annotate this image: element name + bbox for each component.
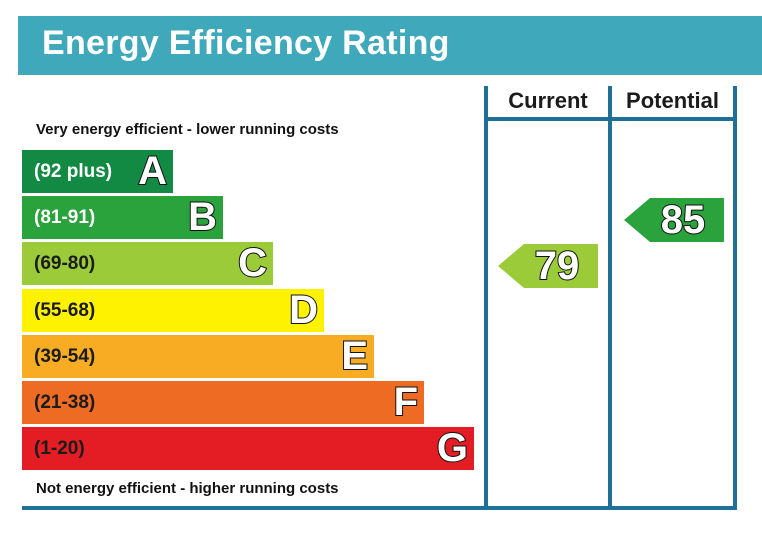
rating-arrow-current: 79 (498, 243, 598, 289)
rating-value: 79 (534, 243, 581, 289)
title-bar: Energy Efficiency Rating (18, 16, 762, 75)
column-header-potential: Potential (626, 88, 719, 113)
band-range-label: (21-38) (34, 392, 96, 413)
band-g: (1-20) G (22, 426, 474, 471)
band-range-label: (81-91) (34, 207, 96, 228)
bottom-rule (22, 506, 737, 510)
divider-middle (608, 86, 612, 510)
caption-top: Very energy efficient - lower running co… (36, 121, 339, 138)
divider-right (733, 86, 737, 510)
band-a: (92 plus) A (22, 149, 173, 194)
band-letter: E (340, 334, 369, 379)
band-range-label: (92 plus) (34, 161, 113, 182)
band-b: (81-91) B (22, 195, 223, 240)
caption-bottom: Not energy efficient - higher running co… (36, 480, 339, 497)
band-letter: C (237, 241, 268, 286)
band-f: (21-38) F (22, 380, 424, 425)
band-letter: G (436, 426, 469, 471)
band-range-label: (1-20) (34, 438, 85, 459)
header-rule (484, 117, 737, 121)
rating-arrow-potential: 85 (624, 197, 724, 243)
band-range-label: (69-80) (34, 253, 96, 274)
band-range-label: (55-68) (34, 300, 96, 321)
band-letter: D (288, 288, 319, 333)
band-d: (55-68) D (22, 288, 324, 333)
band-range-label: (39-54) (34, 346, 96, 367)
divider-left (484, 86, 488, 510)
arrow-shape (624, 198, 724, 242)
band-letter: A (137, 149, 168, 194)
band-c: (69-80) C (22, 241, 273, 286)
rating-value: 85 (660, 197, 707, 243)
band-letter: B (187, 195, 218, 240)
chart-title: Energy Efficiency Rating (42, 24, 450, 62)
column-header-current: Current (508, 88, 588, 113)
arrow-shape (498, 244, 598, 288)
band-letter: F (393, 380, 419, 425)
band-e: (39-54) E (22, 334, 374, 379)
